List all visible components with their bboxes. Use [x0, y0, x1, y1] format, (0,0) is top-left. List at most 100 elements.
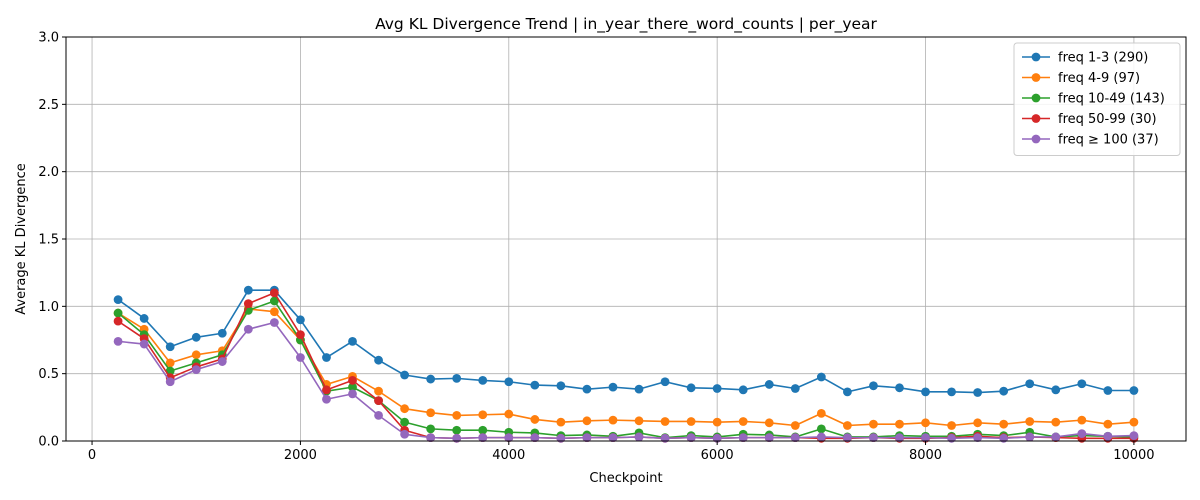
- data-point: [269, 318, 279, 327]
- data-point: [348, 376, 357, 385]
- data-point: [400, 404, 409, 414]
- x-tick-label: 10000: [1113, 448, 1154, 463]
- data-point: [1103, 386, 1113, 395]
- data-point: [530, 433, 540, 443]
- x-axis-label: Checkpoint: [589, 471, 662, 486]
- x-tick-label: 0: [88, 448, 96, 463]
- series-line: [117, 300, 1134, 439]
- legend-item: freq 50-99 (30): [1022, 112, 1157, 127]
- data-point: [634, 384, 644, 394]
- data-point: [556, 417, 566, 427]
- data-point: [790, 433, 800, 443]
- data-point: [843, 433, 852, 443]
- legend-label: freq 1-3 (290): [1058, 51, 1148, 66]
- data-point: [816, 408, 826, 418]
- data-point: [243, 285, 253, 295]
- data-point: [269, 307, 279, 317]
- data-point: [530, 380, 540, 390]
- data-point: [712, 384, 722, 393]
- data-point: [790, 421, 800, 430]
- data-point: [296, 330, 305, 340]
- data-point: [504, 377, 514, 387]
- data-point: [374, 355, 383, 365]
- legend-marker: [1031, 114, 1041, 123]
- data-point: [452, 373, 462, 383]
- data-point: [1077, 379, 1087, 389]
- data-point: [530, 415, 540, 424]
- legend-label: freq 4-9 (97): [1058, 71, 1140, 86]
- data-point: [582, 433, 592, 443]
- data-point: [608, 433, 618, 443]
- legend-marker: [1031, 134, 1041, 144]
- x-tick-label: 4000: [492, 448, 525, 463]
- data-point: [296, 315, 305, 325]
- data-point: [191, 332, 201, 342]
- data-point: [973, 433, 983, 443]
- series-line: [117, 289, 1134, 394]
- data-point: [634, 432, 644, 442]
- y-tick-label: 1.5: [38, 233, 59, 248]
- data-point: [217, 328, 227, 338]
- data-point: [374, 411, 383, 420]
- data-point: [895, 383, 904, 393]
- data-point: [608, 415, 618, 425]
- data-point: [686, 433, 696, 443]
- data-point: [712, 417, 722, 427]
- data-point: [217, 357, 227, 366]
- data-point: [426, 408, 436, 418]
- data-point: [608, 382, 618, 392]
- data-point: [400, 429, 409, 439]
- data-point: [764, 433, 774, 443]
- data-point: [582, 416, 592, 426]
- y-axis-label: Average KL Divergence: [14, 163, 29, 314]
- data-point: [452, 411, 462, 420]
- y-tick-label: 0.5: [38, 367, 59, 382]
- data-point: [921, 387, 930, 397]
- data-point: [686, 417, 696, 426]
- data-point: [790, 384, 800, 393]
- chart-title: Avg KL Divergence Trend | in_year_there_…: [375, 15, 877, 34]
- data-point: [478, 376, 488, 385]
- data-point: [165, 358, 175, 368]
- data-point: [973, 418, 983, 428]
- data-point: [1129, 417, 1139, 427]
- data-point: [296, 353, 305, 362]
- data-point: [504, 409, 514, 419]
- data-point: [1077, 429, 1087, 438]
- data-point: [113, 295, 123, 304]
- y-tick-label: 2.0: [38, 165, 59, 180]
- data-point: [243, 324, 253, 334]
- data-point: [1103, 431, 1113, 441]
- legend-label: freq 10-49 (143): [1058, 92, 1165, 107]
- data-point: [869, 381, 878, 391]
- series-1: [113, 285, 1139, 397]
- data-point: [816, 424, 826, 434]
- y-tick-label: 1.0: [38, 300, 59, 315]
- series-line: [118, 321, 1134, 440]
- data-point: [686, 383, 696, 393]
- data-point: [452, 425, 462, 435]
- data-point: [348, 382, 357, 392]
- data-point: [660, 377, 670, 387]
- legend: freq 1-3 (290) freq 4-9 (97) freq 10-49 (1…: [1013, 42, 1181, 156]
- data-point: [947, 387, 956, 397]
- data-point: [113, 308, 123, 318]
- data-point: [374, 386, 383, 396]
- x-tick-label: 2000: [284, 448, 317, 463]
- data-point: [426, 374, 436, 384]
- data-point: [582, 384, 592, 394]
- data-point: [322, 394, 331, 404]
- data-point: [139, 314, 149, 323]
- data-point: [843, 421, 852, 430]
- legend-item: freq 10-49 (143): [1022, 92, 1165, 107]
- data-point: [1103, 419, 1113, 429]
- data-point: [113, 316, 123, 326]
- y-tick-label: 3.0: [38, 31, 59, 46]
- axis-ticks: 0 2000 4000 6000 8000 10000 0.0 0.5 1.0 1.5 2.0 2.5…: [38, 31, 1154, 464]
- legend-marker: [1031, 52, 1041, 62]
- data-point: [1051, 385, 1061, 395]
- data-point: [139, 339, 149, 349]
- data-point: [478, 425, 488, 435]
- data-point: [816, 432, 826, 442]
- data-point: [426, 424, 436, 434]
